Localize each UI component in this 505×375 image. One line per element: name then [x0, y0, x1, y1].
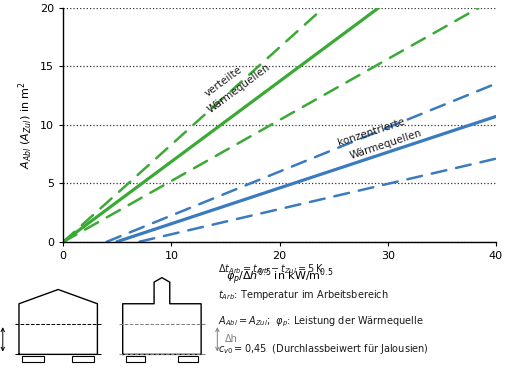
- Text: verteilte: verteilte: [203, 65, 243, 99]
- Bar: [178, 356, 198, 362]
- Text: Wärmequellen: Wärmequellen: [347, 128, 422, 161]
- Bar: [72, 356, 94, 362]
- Bar: [22, 356, 44, 362]
- Text: Wärmequellen: Wärmequellen: [205, 62, 271, 116]
- Text: Δh: Δh: [225, 334, 237, 344]
- Y-axis label: $A_{Abl}\ (A_{Zul})$ in m$^2$: $A_{Abl}\ (A_{Zul})$ in m$^2$: [16, 81, 34, 169]
- X-axis label: $\varphi_p/\Delta h^{0.5}$ in kW/m$^{0.5}$: $\varphi_p/\Delta h^{0.5}$ in kW/m$^{0.5…: [225, 267, 333, 288]
- Text: $\Delta t_{Arb} = t_{Arb} - t_{Zul} = 5\,$K: $\Delta t_{Arb} = t_{Arb} - t_{Zul} = 5\…: [217, 262, 323, 276]
- Text: konzentrierte: konzentrierte: [336, 117, 406, 148]
- Bar: [126, 356, 145, 362]
- Text: $A_{Abl} = A_{Zul}$;  $\varphi_p$: Leistung der Wärmequelle: $A_{Abl} = A_{Zul}$; $\varphi_p$: Leistu…: [217, 315, 422, 329]
- Text: $c_{v0} = 0{,}45$  (Durchlassbeiwert für Jalousien): $c_{v0} = 0{,}45$ (Durchlassbeiwert für …: [217, 342, 428, 357]
- Text: $t_{Arb}$: Temperatur im Arbeitsbereich: $t_{Arb}$: Temperatur im Arbeitsbereich: [217, 288, 387, 303]
